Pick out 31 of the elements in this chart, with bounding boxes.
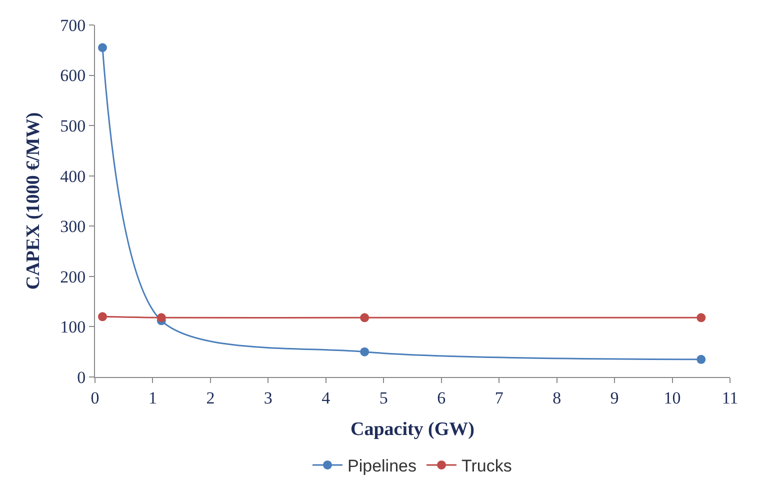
x-tick-label: 7 (494, 388, 504, 408)
point (98, 312, 107, 322)
y-tick-label: 0 (77, 368, 86, 387)
x-tick-label: 1 (148, 388, 157, 408)
legend-label: Trucks (462, 456, 512, 476)
x-tick-label: 11 (722, 388, 738, 408)
y-tick-label: 700 (60, 16, 86, 35)
point (696, 354, 706, 364)
x-tick-label: 10 (664, 388, 681, 408)
x-axis-title: Capacity (GW) (350, 419, 475, 440)
x-tick-label: 9 (610, 388, 619, 408)
y-tick-label: 400 (60, 166, 86, 186)
y-axis-title: CAPEX (1000 €/MW) (22, 112, 44, 290)
y-tick-label: 500 (60, 116, 86, 136)
x-tick-label: 3 (264, 388, 272, 408)
x-tick-label: 2 (206, 388, 215, 408)
x-tick-label: 5 (379, 388, 388, 408)
point (98, 43, 107, 52)
y-tick-label: 600 (60, 66, 86, 86)
point (360, 313, 370, 322)
x-tick-label: 6 (437, 388, 446, 408)
y-tick-label: 300 (60, 217, 86, 236)
point (360, 347, 370, 356)
x-tick-label: 8 (552, 388, 562, 408)
point (156, 313, 166, 322)
y-tick-label: 100 (60, 318, 86, 337)
point (696, 313, 706, 322)
legend-label: Pipelines (348, 456, 416, 476)
x-tick-label: 0 (90, 388, 100, 408)
x-tick-label: 4 (322, 388, 331, 408)
y-tick-label: 200 (60, 267, 86, 286)
